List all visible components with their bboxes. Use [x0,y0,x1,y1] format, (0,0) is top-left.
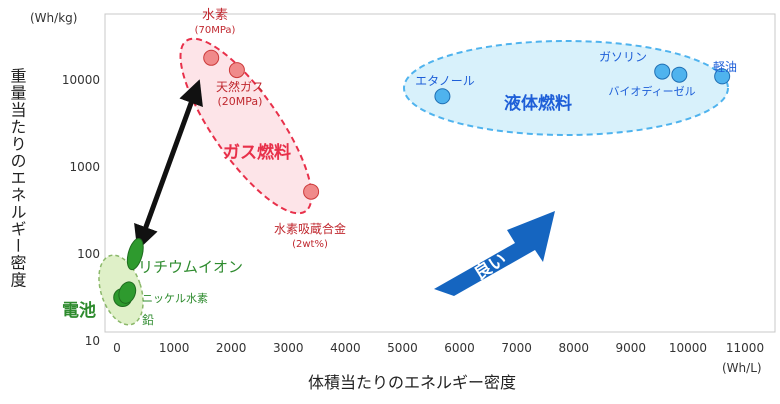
group-ellipses [98,37,729,326]
point-sublabel: (20MPa) [218,95,263,108]
x-unit-label: (Wh/L) [722,361,762,375]
y-tick-labels: 10 100 1000 10000 [62,73,100,348]
x-tick-label: 10000 [669,341,707,355]
battery-point-liion [126,238,144,271]
point-label: ニッケル水素 [142,292,208,305]
point-label: 鉛 [142,313,154,327]
y-unit-label: (Wh/kg) [30,11,77,25]
better-arrow-shape [434,211,555,296]
x-tick-label: 6000 [444,341,475,355]
point-sublabel: (2wt%) [292,239,328,250]
point-label: 天然ガス [216,79,264,94]
x-tick-label: 5000 [387,341,418,355]
relation-arrow [134,79,203,251]
series-label-liquid-fuel: 液体燃料 [504,93,572,114]
gas-fuel-point [228,62,245,79]
x-tick-label: 0 [113,341,121,355]
group-points [113,49,731,307]
liquid-fuel-point [714,68,731,85]
gas-fuel-point [203,49,220,66]
battery-point-nimh [118,281,137,304]
point-label: エタノール [415,74,475,88]
point-label: ガソリン [599,50,647,64]
x-tick-label: 4000 [330,341,361,355]
x-tick-label: 11000 [726,341,764,355]
point-sublabel: (70MPa) [195,25,236,36]
x-tick-labels: 0 1000 2000 3000 4000 5000 6000 7000 8000 9000 100… [113,341,764,355]
gas-fuel-ellipse [179,37,313,215]
group-point-labels: 水素 (70MPa) 天然ガス(20MPa) 水素吸蔵合金 (2wt%) エタノール ガソリ… [138,8,737,327]
plot-frame [104,13,776,333]
y-tick-label: 10 [85,334,100,348]
y-tick-label: 10000 [62,73,100,87]
x-tick-label: 7000 [501,341,532,355]
x-axis-title: 体積当たりのエネルギー密度 [308,373,516,392]
y-tick-label: 1000 [69,160,100,174]
y-tick-label: 100 [77,247,100,261]
better-arrow: 良い [434,211,555,296]
liquid-fuel-point [671,66,688,83]
liquid-fuel-ellipse [403,40,729,136]
point-label: 軽油 [713,60,737,74]
liquid-fuel-point [434,88,451,105]
x-tick-label: 3000 [273,341,304,355]
point-label: 水素吸蔵合金 [274,221,346,236]
x-tick-label: 9000 [616,341,647,355]
x-tick-label: 8000 [558,341,589,355]
series-label-gas-fuel: ガス燃料 [223,142,291,163]
liquid-fuel-point [654,63,671,80]
y-axis-title: 重量当たりのエネルギー密度 [8,68,27,289]
point-label: リチウムイオン [138,258,243,276]
x-tick-label: 1000 [159,341,190,355]
x-tick-label: 2000 [216,341,247,355]
gas-fuel-point [303,183,320,200]
point-label: バイオディーゼル [608,84,695,98]
point-label: 水素 [202,8,228,23]
series-label-battery: 電池 [62,300,96,321]
